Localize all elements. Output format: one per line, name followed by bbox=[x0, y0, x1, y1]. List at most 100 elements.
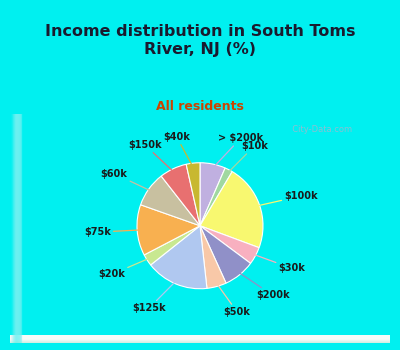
Bar bbox=[16, 114, 22, 343]
Text: $150k: $150k bbox=[128, 140, 175, 173]
Bar bbox=[10, 339, 390, 343]
Wedge shape bbox=[200, 172, 263, 248]
Bar bbox=[10, 338, 390, 342]
Wedge shape bbox=[140, 176, 200, 226]
Bar bbox=[10, 337, 390, 341]
Bar bbox=[14, 114, 20, 343]
Bar bbox=[10, 336, 390, 340]
Bar bbox=[10, 337, 390, 341]
Bar bbox=[10, 337, 390, 341]
Bar bbox=[13, 114, 19, 343]
Bar bbox=[13, 114, 20, 343]
Bar bbox=[10, 339, 390, 343]
Bar bbox=[10, 337, 390, 341]
Bar bbox=[10, 336, 390, 340]
Bar bbox=[10, 336, 390, 340]
Bar bbox=[14, 114, 20, 343]
Bar bbox=[10, 336, 390, 340]
Bar bbox=[12, 114, 19, 343]
Text: $60k: $60k bbox=[100, 168, 153, 192]
Bar bbox=[10, 336, 390, 340]
Bar bbox=[10, 338, 390, 342]
Bar bbox=[10, 337, 390, 341]
Bar bbox=[10, 338, 390, 342]
Bar bbox=[10, 338, 390, 342]
Bar bbox=[10, 338, 390, 342]
Bar bbox=[12, 114, 18, 343]
Text: $10k: $10k bbox=[226, 141, 268, 174]
Bar bbox=[11, 114, 18, 343]
Bar bbox=[16, 114, 22, 343]
Text: Income distribution in South Toms
River, NJ (%): Income distribution in South Toms River,… bbox=[45, 25, 355, 57]
Bar bbox=[10, 338, 390, 342]
Text: $40k: $40k bbox=[163, 132, 194, 168]
Bar bbox=[15, 114, 21, 343]
Bar bbox=[10, 338, 390, 342]
Bar bbox=[10, 338, 390, 342]
Wedge shape bbox=[200, 226, 259, 263]
Text: $100k: $100k bbox=[255, 191, 318, 206]
Bar bbox=[15, 114, 22, 343]
Bar bbox=[10, 336, 390, 340]
Bar bbox=[14, 114, 20, 343]
Bar bbox=[10, 339, 390, 343]
Bar bbox=[12, 114, 18, 343]
Bar bbox=[10, 337, 390, 341]
Bar bbox=[10, 338, 390, 342]
Bar bbox=[16, 114, 22, 343]
Bar bbox=[10, 114, 16, 343]
Bar bbox=[10, 337, 390, 341]
Bar bbox=[10, 339, 390, 343]
Bar bbox=[13, 114, 20, 343]
Bar bbox=[10, 336, 390, 340]
Bar bbox=[10, 338, 390, 342]
Bar bbox=[12, 114, 18, 343]
Bar bbox=[11, 114, 18, 343]
Bar bbox=[15, 114, 22, 343]
Bar bbox=[11, 114, 17, 343]
Bar bbox=[12, 114, 19, 343]
Wedge shape bbox=[200, 168, 232, 226]
Bar bbox=[13, 114, 19, 343]
Bar bbox=[11, 114, 17, 343]
Bar bbox=[10, 336, 390, 340]
Bar bbox=[14, 114, 21, 343]
Bar bbox=[13, 114, 20, 343]
Wedge shape bbox=[186, 163, 200, 226]
Wedge shape bbox=[144, 226, 200, 265]
Bar bbox=[14, 114, 20, 343]
Bar bbox=[10, 114, 16, 343]
Bar bbox=[10, 114, 17, 343]
Bar bbox=[10, 336, 390, 340]
Text: $200k: $200k bbox=[236, 271, 290, 300]
Bar bbox=[10, 337, 390, 341]
Bar bbox=[10, 337, 390, 341]
Bar bbox=[10, 339, 390, 343]
Bar bbox=[15, 114, 21, 343]
Bar bbox=[11, 114, 17, 343]
Bar bbox=[15, 114, 22, 343]
Bar bbox=[10, 338, 390, 342]
Bar bbox=[10, 339, 390, 343]
Bar bbox=[10, 336, 390, 340]
Bar bbox=[10, 338, 390, 342]
Bar bbox=[10, 337, 390, 341]
Wedge shape bbox=[161, 164, 200, 226]
Bar bbox=[12, 114, 18, 343]
Bar bbox=[10, 337, 390, 341]
Bar bbox=[12, 114, 19, 343]
Bar bbox=[10, 336, 390, 340]
Bar bbox=[14, 114, 21, 343]
Bar bbox=[10, 339, 390, 343]
Bar bbox=[10, 335, 390, 339]
Wedge shape bbox=[200, 226, 226, 288]
Bar bbox=[10, 338, 390, 342]
Wedge shape bbox=[137, 205, 200, 255]
Bar bbox=[10, 337, 390, 341]
Bar bbox=[13, 114, 19, 343]
Bar bbox=[14, 114, 20, 343]
Bar bbox=[10, 114, 17, 343]
Bar bbox=[14, 114, 20, 343]
Bar bbox=[15, 114, 21, 343]
Bar bbox=[10, 338, 390, 342]
